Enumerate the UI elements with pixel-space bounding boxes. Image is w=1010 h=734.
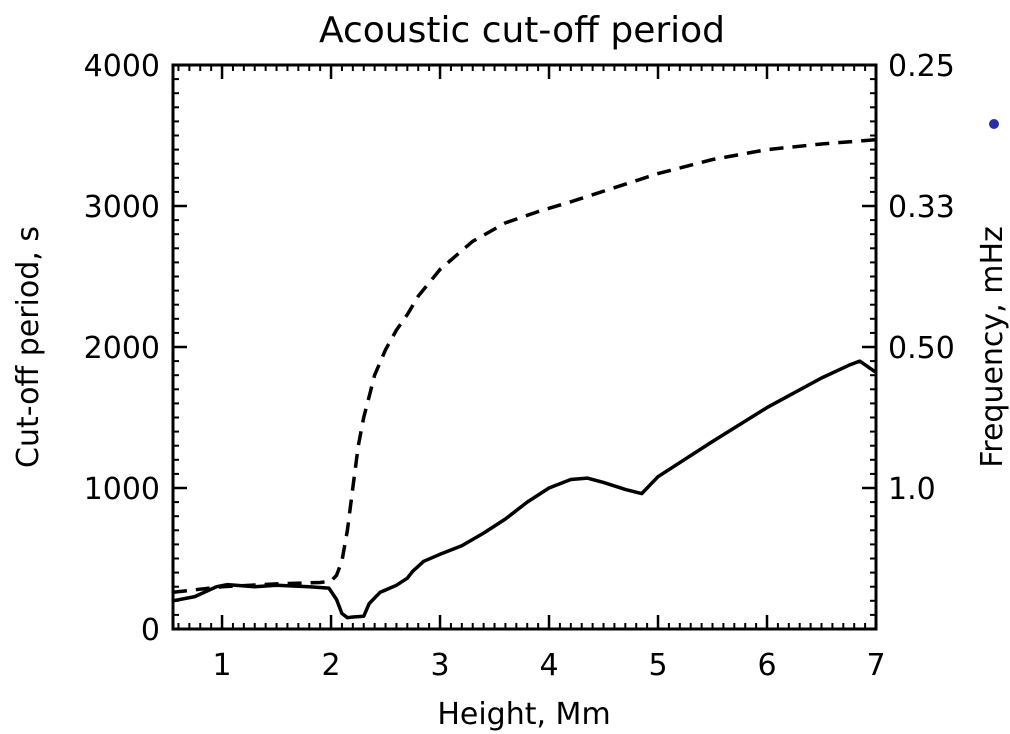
plot-area <box>171 63 878 631</box>
y-tick-label: 4000 <box>84 49 160 84</box>
y-tick-label: 1000 <box>84 472 160 507</box>
x-tick-label: 5 <box>648 648 667 683</box>
x-tick-label: 4 <box>539 648 558 683</box>
x-tick-label: 1 <box>212 648 231 683</box>
series-layer <box>172 137 877 620</box>
y-axis-label: Cut-off period, s <box>11 226 46 468</box>
y-tick-label: 3000 <box>84 190 160 225</box>
right-axis-label: Frequency, mHz <box>975 226 1010 468</box>
x-tick-label: 7 <box>866 648 885 683</box>
y-tick-label: 2000 <box>84 331 160 366</box>
x-tick-label: 2 <box>321 648 340 683</box>
chart-title: Acoustic cut-off period <box>319 10 725 51</box>
major-ticks <box>173 63 878 631</box>
x-tick-label: 3 <box>430 648 449 683</box>
right-tick-label: 0.25 <box>888 49 955 84</box>
x-axis-label: Height, Mm <box>437 697 610 732</box>
x-tick-label: 6 <box>757 648 776 683</box>
y-tick-label: 0 <box>141 613 160 648</box>
right-tick-labels: 0.25 0.33 0.50 1.0 <box>888 49 955 507</box>
x-tick-labels: 1 2 3 4 5 6 7 <box>212 648 885 683</box>
blue-dot-marker <box>989 119 999 129</box>
solid-series-line <box>172 359 877 620</box>
dashed-series-line <box>172 137 877 595</box>
y-tick-labels: 0 1000 2000 3000 4000 <box>84 49 160 648</box>
right-tick-label: 1.0 <box>888 472 936 507</box>
right-tick-label: 0.33 <box>888 190 955 225</box>
right-tick-label: 0.50 <box>888 331 955 366</box>
